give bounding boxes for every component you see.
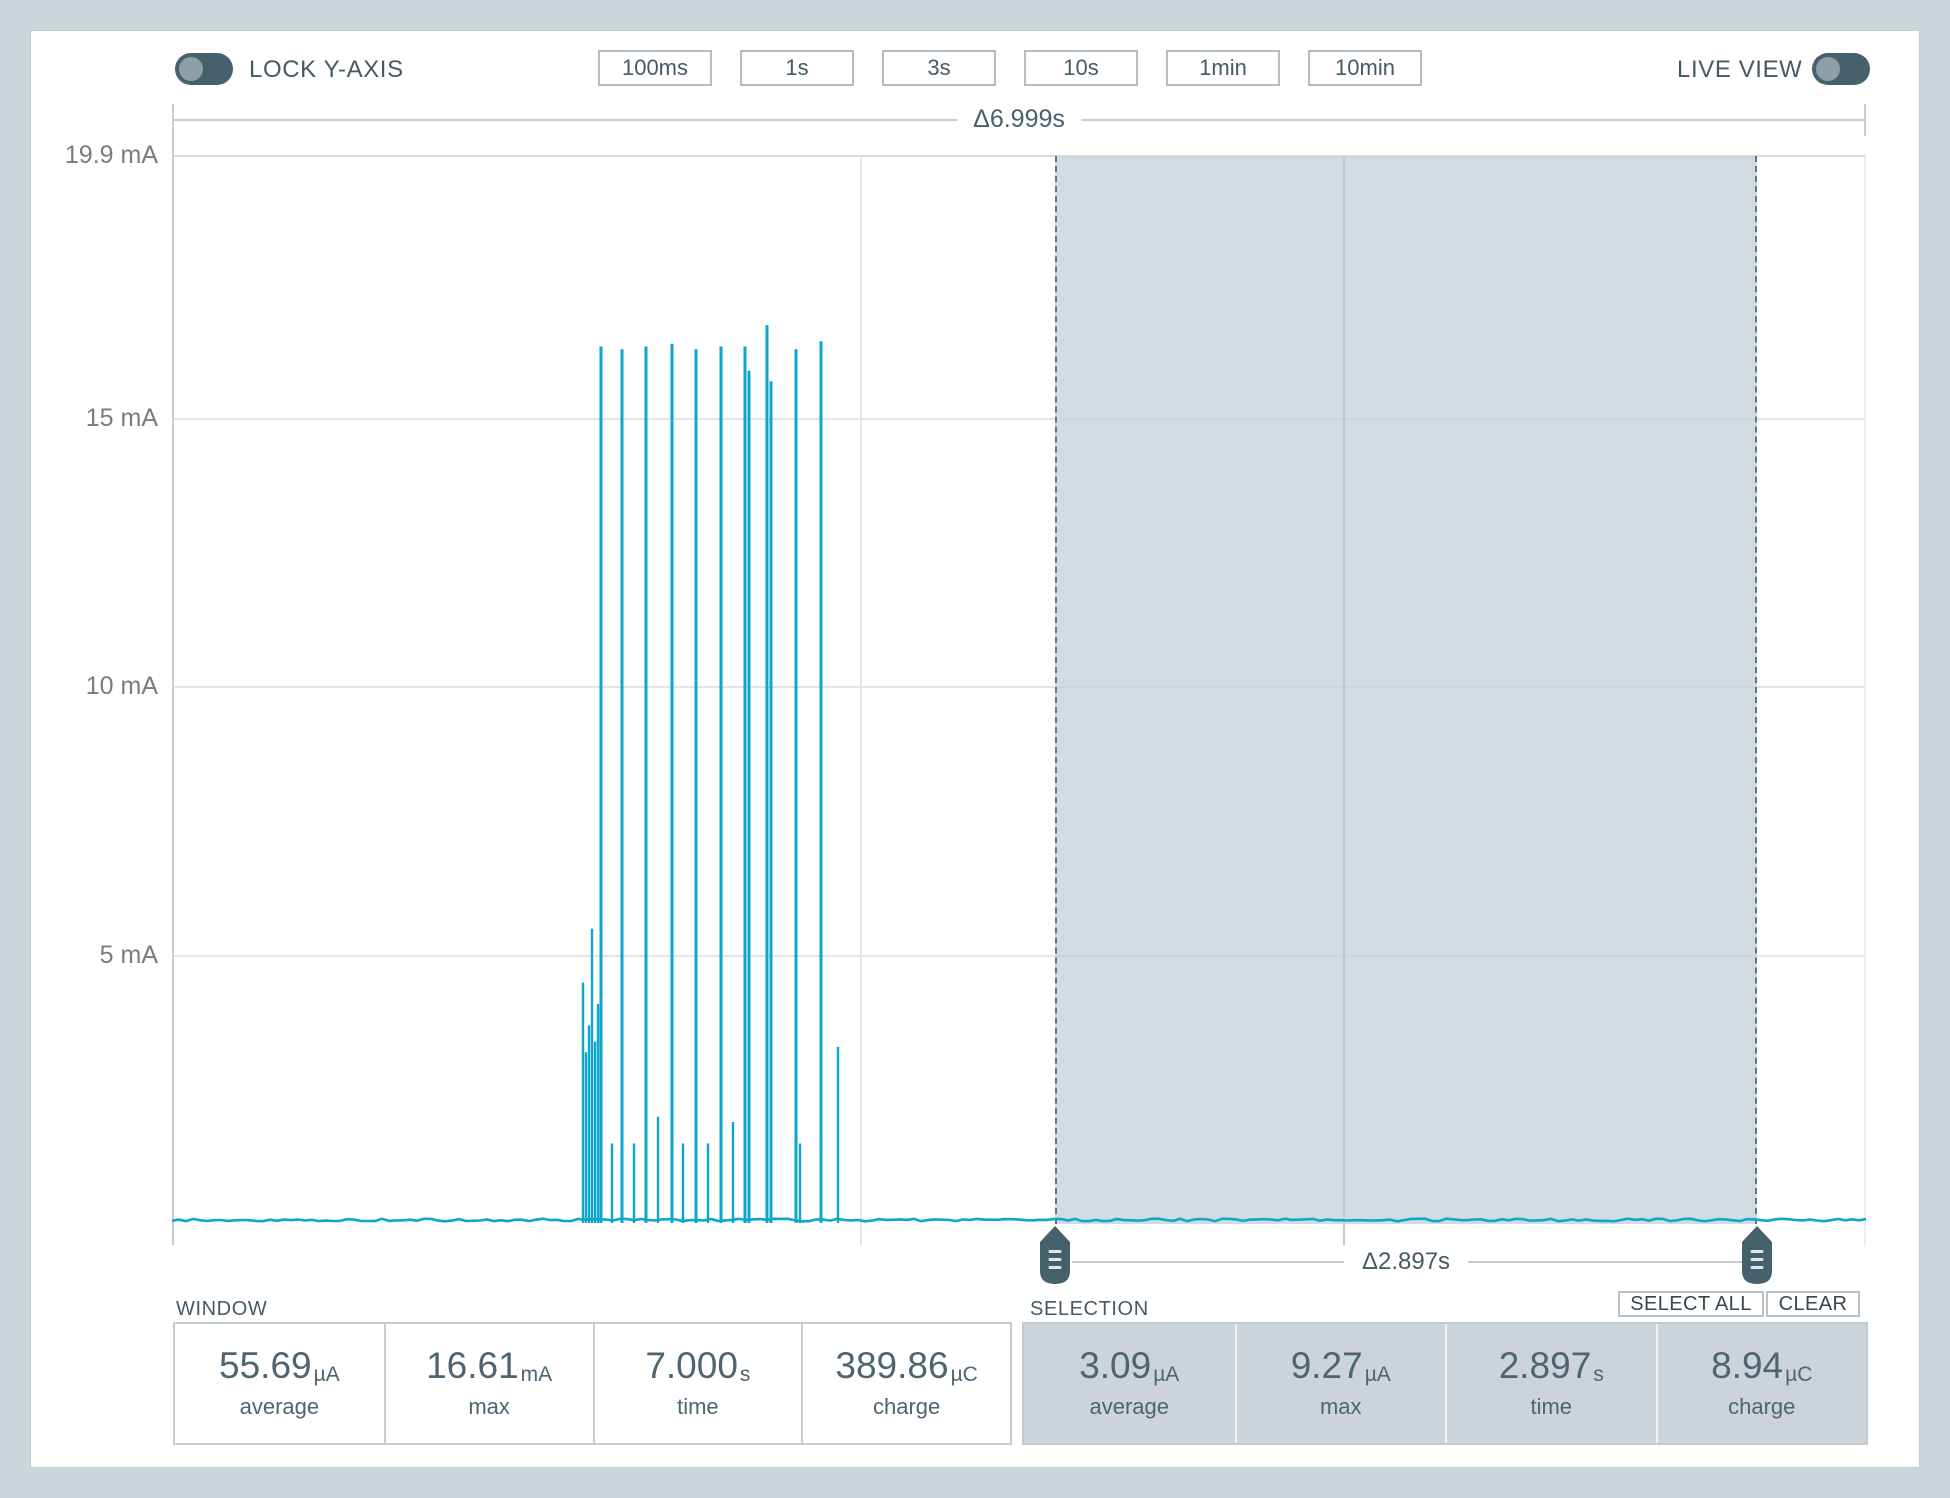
stat-unit: µA [1364,1363,1391,1386]
stat-unit: s [739,1363,751,1386]
window-button-1min[interactable]: 1min [1166,50,1280,86]
select-all-button[interactable]: SELECT ALL [1618,1291,1764,1317]
window-button-3s[interactable]: 3s [882,50,996,86]
selection-stat-charge: 8.94µC charge [1655,1324,1867,1443]
selection-delta-label: Δ2.897s [1361,1248,1451,1275]
selection-stats-box: 3.09µA average 9.27µA max 2.897s time 8.94µC ch… [1022,1322,1868,1445]
window-stat-charge: 389.86µC charge [801,1324,1010,1443]
selection-stat-average: 3.09µA average [1024,1324,1235,1443]
stat-unit: mA [520,1363,553,1386]
window-delta-label: Δ6.999s [957,105,1081,134]
stat-label: average [1089,1394,1169,1419]
stat-label: time [1530,1394,1573,1419]
window-stats-box: 55.69µA average 16.61mA max 7.000s time 389.86… [173,1322,1012,1445]
live-view-toggle[interactable] [1812,53,1870,85]
clear-button[interactable]: CLEAR [1766,1291,1860,1317]
window-stats-title: WINDOW [176,1298,268,1320]
live-view-label: LIVE VIEW [1677,56,1803,83]
stat-unit: µA [1153,1363,1180,1386]
window-button-100ms[interactable]: 100ms [598,50,712,86]
stat-value: 9.27µA [1290,1345,1391,1386]
window-stat-max: 16.61mA max [383,1324,593,1443]
stat-label: charge [1728,1394,1796,1419]
stat-value: 2.897s [1498,1345,1604,1386]
window-stat-average: 55.69µA average [175,1324,384,1443]
stat-label: charge [872,1394,941,1419]
lock-y-axis-label: LOCK Y-AXIS [249,56,404,83]
stat-label: max [468,1394,510,1419]
stat-value: 55.69µA [219,1345,340,1386]
stat-unit: µC [950,1363,978,1386]
stat-unit: µA [313,1363,340,1386]
selection-handle-left[interactable] [1040,1226,1070,1284]
stat-label: time [677,1394,719,1419]
stat-value: 7.000s [645,1345,751,1386]
selection-bracket-line-right [1468,1261,1742,1263]
lock-y-axis-toggle[interactable] [175,53,233,85]
stat-value: 8.94µC [1711,1345,1813,1386]
window-buttons: 100ms 1s 3s 10s 1min 10min [598,50,1422,86]
toggle-knob-icon [179,57,203,81]
toggle-knob-icon [1816,57,1840,81]
selection-stat-max: 9.27µA max [1234,1324,1446,1443]
stat-unit: µC [1785,1363,1813,1386]
window-stat-time: 7.000s time [592,1324,802,1443]
stat-value: 16.61mA [426,1345,553,1386]
selection-handle-right[interactable] [1742,1226,1772,1284]
stat-label: max [1319,1394,1362,1419]
stat-value: 3.09µA [1079,1345,1180,1386]
selection-stats-title: SELECTION [1030,1298,1149,1320]
selection-stat-time: 2.897s time [1445,1324,1656,1443]
selection-region[interactable] [1055,156,1757,1224]
stat-label: average [239,1394,320,1419]
stat-unit: s [1593,1363,1604,1386]
stat-value: 389.86µC [835,1345,978,1386]
window-button-10min[interactable]: 10min [1308,50,1422,86]
window-button-1s[interactable]: 1s [740,50,854,86]
window-button-10s[interactable]: 10s [1024,50,1138,86]
selection-bracket-line-left [1072,1261,1344,1263]
